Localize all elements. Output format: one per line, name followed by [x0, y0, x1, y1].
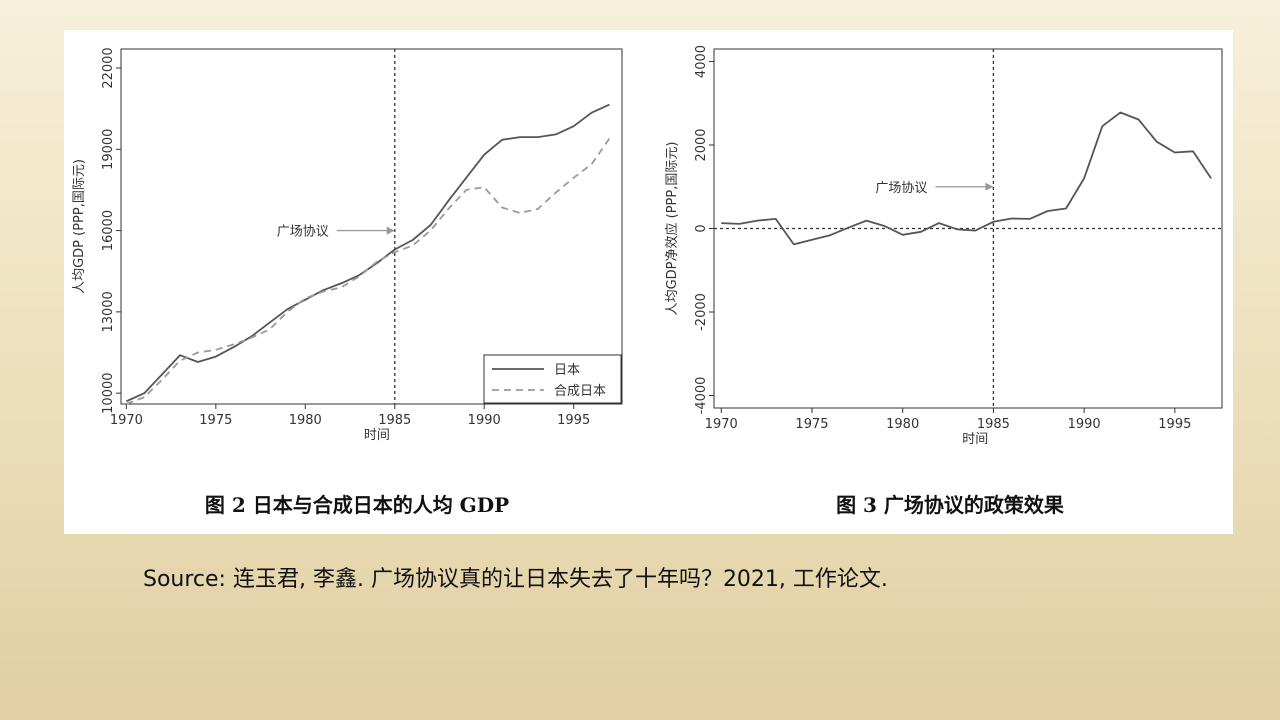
y-axis-label: 人均GDP净效应 (PPP,国际元) — [664, 142, 680, 316]
charts-svg: 10000 13000 16000 19000 22000 1970 1975 1980 198… — [72, 45, 1223, 517]
x-tick-label: 1990 — [468, 413, 501, 428]
y-tick-label: 4000 — [694, 45, 709, 78]
x-tick-label: 1995 — [557, 413, 590, 428]
y-tick-label: 22000 — [101, 47, 116, 88]
legend-box — [483, 354, 622, 404]
x-tick-label: 1980 — [886, 417, 919, 432]
x-axis-label: 时间 — [962, 432, 988, 447]
y-tick-label: -2000 — [694, 293, 709, 331]
y-tick-label: 2000 — [694, 128, 709, 161]
legend-label: 合成日本 — [554, 384, 606, 399]
x-tick-label: 1990 — [1068, 417, 1101, 432]
y-tick-label: 10000 — [101, 372, 116, 413]
source-citation: Source: 连玉君, 李鑫. 广场协议真的让日本失去了十年吗？2021, 工… — [143, 567, 888, 592]
x-tick-label: 1975 — [795, 417, 828, 432]
plot-frame — [120, 48, 623, 405]
figure-panel: 10000 13000 16000 19000 22000 1970 1975 1980 198… — [64, 30, 1233, 534]
legend-label: 日本 — [554, 363, 580, 378]
y-tick-label: 0 — [694, 224, 709, 232]
series-line-japan — [126, 103, 610, 403]
figure-caption: 图 3 广场协议的政策效果 — [836, 493, 1064, 517]
figure-caption: 图 2 日本与合成日本的人均 GDP — [205, 493, 509, 517]
x-tick-label: 1985 — [378, 413, 411, 428]
x-tick-label: 1985 — [977, 417, 1010, 432]
annotation-label: 广场协议 — [875, 181, 927, 196]
y-tick-label: -4000 — [694, 377, 709, 415]
x-tick-label: 1995 — [1158, 417, 1191, 432]
x-tick-label: 1970 — [110, 413, 143, 428]
x-tick-label: 1975 — [199, 413, 232, 428]
series-line-synthetic-japan — [126, 137, 611, 405]
annotation-arrow-head — [985, 182, 994, 191]
x-tick-label: 1970 — [705, 417, 738, 432]
annotation-arrow-head — [386, 226, 395, 235]
series-line-net-effect — [721, 111, 1212, 246]
y-axis-label: 人均GDP (PPP,国际元) — [72, 159, 87, 294]
y-tick-label: 16000 — [101, 210, 116, 251]
y-tick-label: 19000 — [101, 129, 116, 170]
x-axis-label: 时间 — [364, 428, 390, 443]
y-tick-label: 13000 — [101, 291, 116, 332]
x-tick-label: 1980 — [289, 413, 322, 428]
annotation-label: 广场协议 — [277, 225, 329, 240]
